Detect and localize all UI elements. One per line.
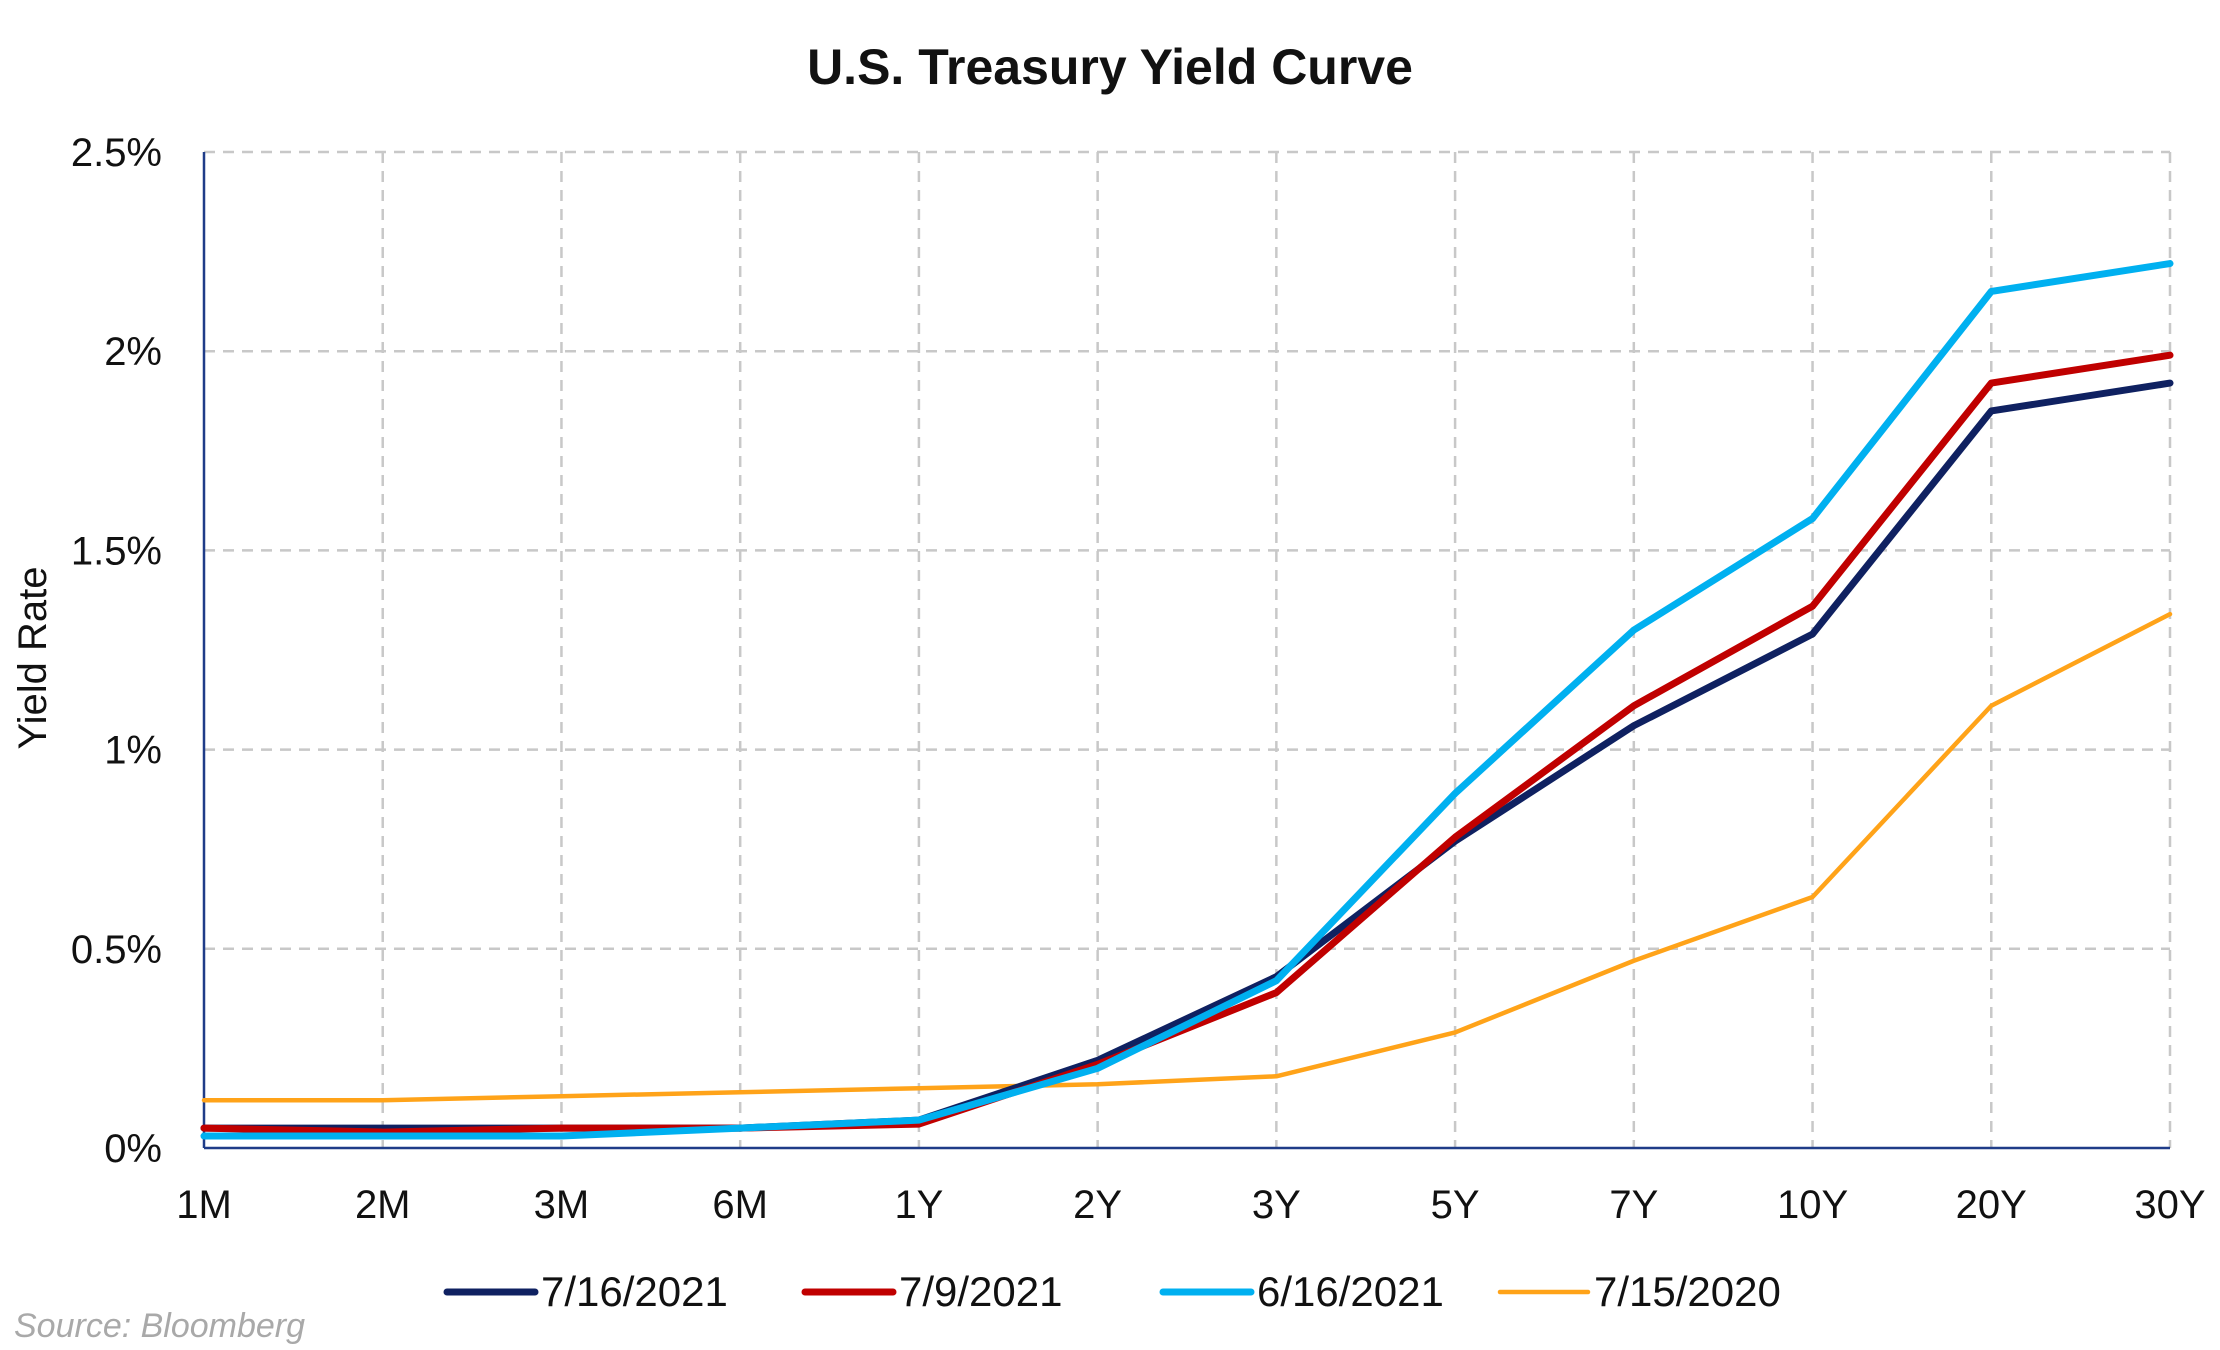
series-lines: [200, 260, 2174, 1140]
legend-label: 7/9/2021: [899, 1268, 1063, 1315]
series-line-1: [200, 379, 2174, 1132]
x-tick-label: 3Y: [1252, 1183, 1301, 1227]
legend: 7/16/2021 7/9/2021 6/16/2021 7/15/2020: [443, 1268, 1781, 1315]
legend-label: 7/15/2020: [1594, 1268, 1781, 1315]
x-tick-label: 7Y: [1609, 1183, 1658, 1227]
y-tick-label: 0.5%: [71, 928, 162, 972]
x-tick-label: 2Y: [1073, 1183, 1122, 1227]
x-tick-label: 2M: [355, 1183, 411, 1227]
x-tick-label: 1Y: [894, 1183, 943, 1227]
legend-label: 7/16/2021: [541, 1268, 728, 1315]
series-line-2: [200, 351, 2174, 1136]
x-tick-label: 30Y: [2134, 1183, 2205, 1227]
y-tick-labels: 0% 0.5% 1% 1.5% 2% 2.5%: [71, 131, 162, 1171]
x-tick-label: 5Y: [1431, 1183, 1480, 1227]
series-line-4: [201, 611, 2173, 1103]
y-tick-label: 1.5%: [71, 529, 162, 573]
y-tick-label: 2.5%: [71, 131, 162, 175]
legend-label: 6/16/2021: [1257, 1268, 1444, 1315]
y-axis-label: Yield Rate: [11, 566, 55, 749]
grid-lines: [204, 150, 2172, 1148]
y-tick-label: 1%: [104, 729, 162, 773]
x-tick-label: 6M: [712, 1183, 768, 1227]
series-line-3: [200, 260, 2174, 1140]
x-tick-label: 1M: [176, 1183, 232, 1227]
x-tick-label: 3M: [534, 1183, 590, 1227]
source-note: Source: Bloomberg: [14, 1307, 305, 1345]
y-tick-label: 2%: [104, 330, 162, 374]
x-tick-label: 10Y: [1777, 1183, 1848, 1227]
y-tick-label: 0%: [104, 1127, 162, 1171]
x-tick-label: 20Y: [1956, 1183, 2027, 1227]
x-tick-labels: 1M 2M 3M 6M 1Y 2Y 3Y 5Y 7Y 10Y 20Y 30Y: [176, 1183, 2205, 1227]
axes: [202, 152, 2170, 1150]
chart-title: U.S. Treasury Yield Curve: [807, 39, 1413, 95]
